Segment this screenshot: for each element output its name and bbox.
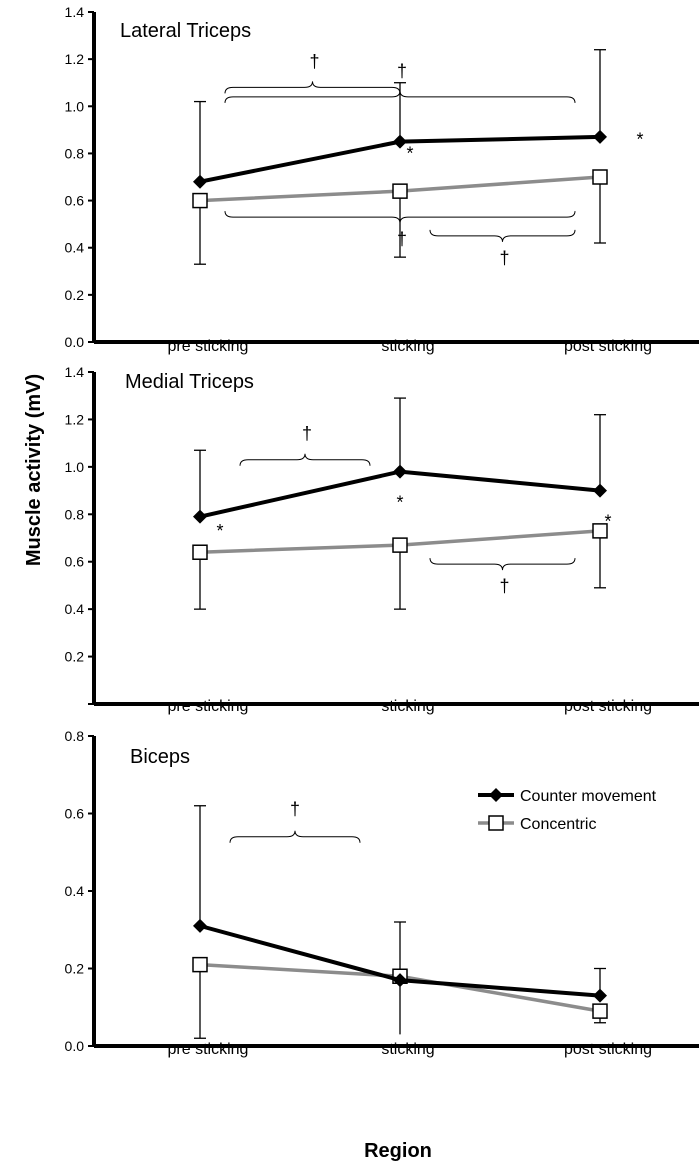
counter-movement-point [193, 918, 207, 933]
counter-movement-point [593, 483, 607, 498]
y-tick-label: 0.0 [65, 334, 85, 350]
counter-movement-point [193, 509, 207, 524]
y-axis-label: Muscle activity (mV) [23, 374, 45, 566]
y-tick-label: 0.2 [65, 287, 85, 303]
significance-bracket [224, 81, 401, 94]
x-axis-label: Region [364, 1140, 432, 1162]
y-tick-label: 0.6 [65, 806, 85, 822]
significance-star: * [604, 511, 611, 531]
panel-lateral-triceps: 0.0 0.2 0.4 0.6 0.8 1.0 1.2 1.4 pre sticking stic… [65, 4, 699, 355]
panel-title: Medial Triceps [125, 371, 254, 393]
y-tick-label: 1.2 [65, 51, 85, 67]
significance-star: * [636, 129, 643, 149]
significance-star: * [406, 143, 413, 163]
concentric-point [592, 523, 608, 539]
legend-label: Counter movement [520, 788, 657, 805]
dagger-marker: † [309, 51, 319, 71]
y-tick-label: 0.6 [65, 193, 85, 209]
concentric-point [192, 192, 208, 209]
y-tick-label: 0.8 [65, 145, 85, 161]
x-tick-label: pre sticking [168, 698, 249, 715]
dagger-marker: † [290, 799, 300, 819]
y-tick-label: 0.4 [65, 240, 85, 256]
dagger-marker: † [397, 61, 407, 81]
significance-star: * [396, 492, 403, 512]
counter-movement-point [393, 973, 407, 988]
concentric-point [392, 183, 408, 199]
dagger-marker: † [397, 229, 407, 249]
y-tick-label: 1.4 [65, 364, 85, 380]
significance-bracket [229, 830, 361, 843]
x-tick-label: post sticking [564, 698, 652, 715]
concentric-point [192, 544, 208, 560]
dagger-marker: † [499, 248, 509, 268]
y-tick-label: 0.2 [65, 649, 85, 665]
y-tick-label: 0.0 [65, 1038, 85, 1054]
legend-marker [488, 815, 504, 831]
panel-biceps: 0.0 0.2 0.4 0.6 0.8 pre sticking sticking post … [65, 728, 699, 1058]
counter-movement-point [393, 464, 407, 479]
concentric-point [392, 537, 408, 553]
significance-bracket [429, 229, 576, 242]
x-tick-label: post sticking [564, 1041, 652, 1058]
counter-movement-point [593, 129, 607, 144]
y-tick-label: 1.0 [65, 459, 85, 475]
legend-marker [489, 788, 503, 802]
counter-movement-point [593, 988, 607, 1003]
significance-star: * [216, 521, 223, 541]
dagger-marker: † [302, 424, 312, 444]
y-tick-label: 0.4 [65, 601, 85, 617]
y-tick-label: 1.0 [65, 98, 85, 114]
y-tick-label: 0.8 [65, 728, 85, 744]
panel-medial-triceps: 0.2 0.4 0.6 0.8 1.0 1.2 1.4 pre sticking stickin… [65, 364, 699, 715]
significance-bracket [224, 211, 576, 224]
x-tick-label: sticking [381, 1041, 434, 1058]
x-tick-label: sticking [381, 338, 434, 355]
panel-title: Biceps [130, 746, 190, 768]
concentric-point [592, 169, 608, 185]
counter-movement-point [393, 134, 407, 149]
legend-label: Concentric [520, 816, 596, 833]
y-tick-label: 1.4 [65, 4, 85, 20]
concentric-point [592, 1003, 608, 1019]
y-tick-label: 0.6 [65, 554, 85, 570]
panel-title: Lateral Triceps [120, 20, 251, 42]
dagger-marker: † [499, 576, 509, 596]
x-tick-label: sticking [381, 698, 434, 715]
significance-bracket [239, 453, 371, 466]
y-tick-label: 1.2 [65, 411, 85, 427]
concentric-point [192, 956, 208, 973]
x-tick-label: pre sticking [168, 338, 249, 355]
y-tick-label: 0.2 [65, 961, 85, 977]
x-tick-label: pre sticking [168, 1041, 249, 1058]
counter-movement-point [193, 174, 207, 189]
x-tick-label: post sticking [564, 338, 652, 355]
significance-bracket [429, 558, 576, 571]
y-tick-label: 0.4 [65, 883, 85, 899]
y-tick-label: 0.8 [65, 506, 85, 522]
